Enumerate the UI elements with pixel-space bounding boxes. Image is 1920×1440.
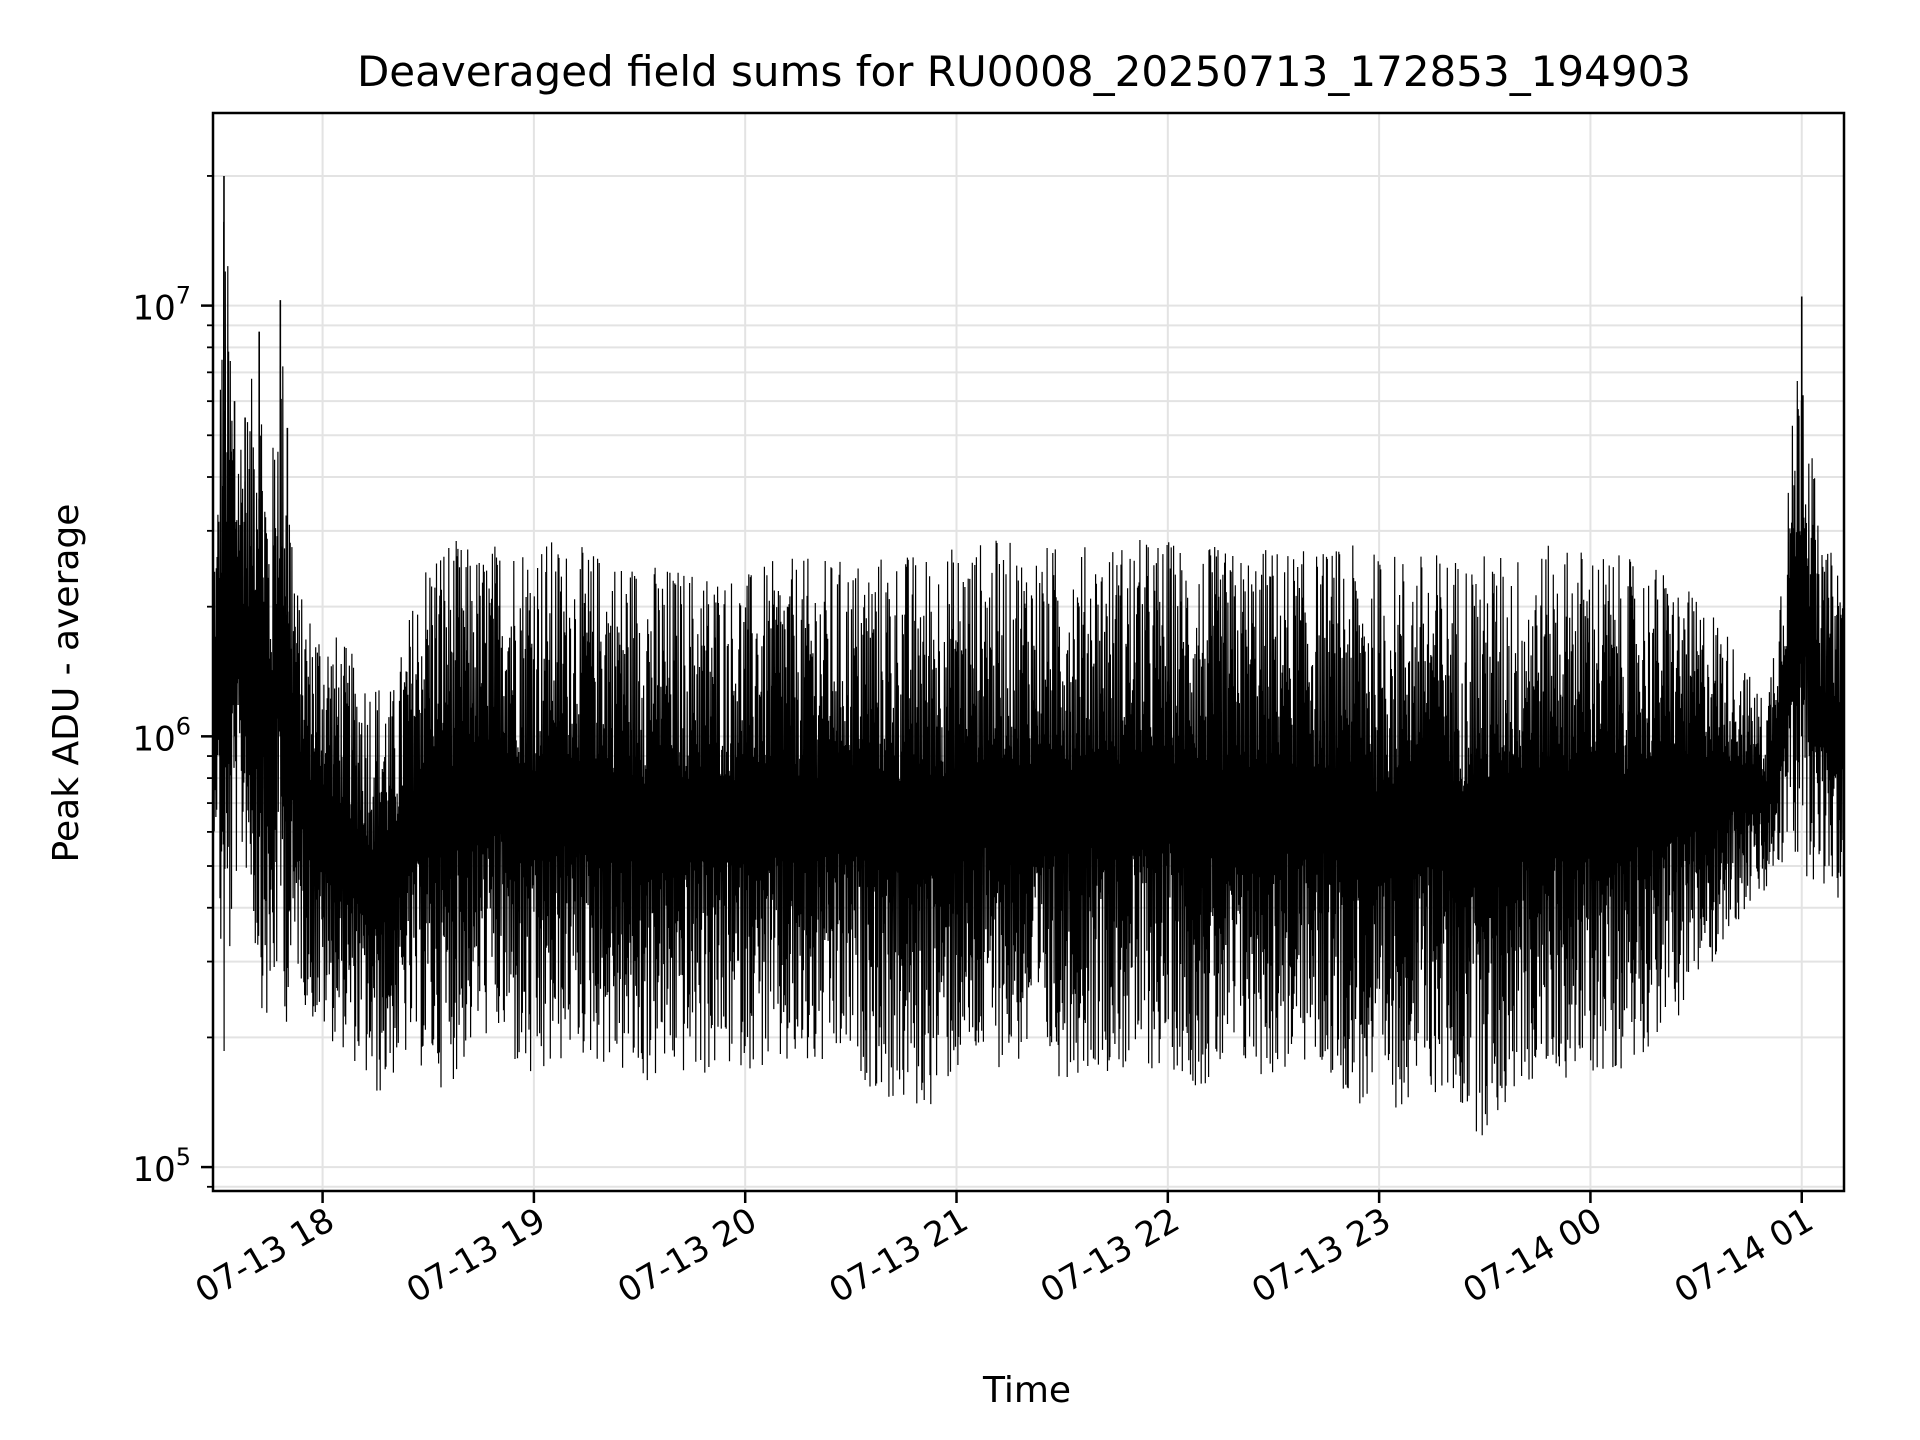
x-axis-label: Time	[982, 1370, 1071, 1411]
y-tick-label: 105	[132, 1143, 191, 1190]
y-tick-label: 106	[132, 712, 191, 759]
y-tick-label: 107	[132, 282, 191, 329]
y-axis-label: Peak ADU - average	[46, 504, 87, 863]
series-group	[212, 175, 1845, 1136]
chart-title: Deaveraged field sums for RU0008_2025071…	[357, 47, 1691, 96]
y-axis: 105 106 107	[132, 175, 213, 1190]
plot-frame	[211, 111, 1846, 1193]
series-line	[212, 221, 1845, 1136]
